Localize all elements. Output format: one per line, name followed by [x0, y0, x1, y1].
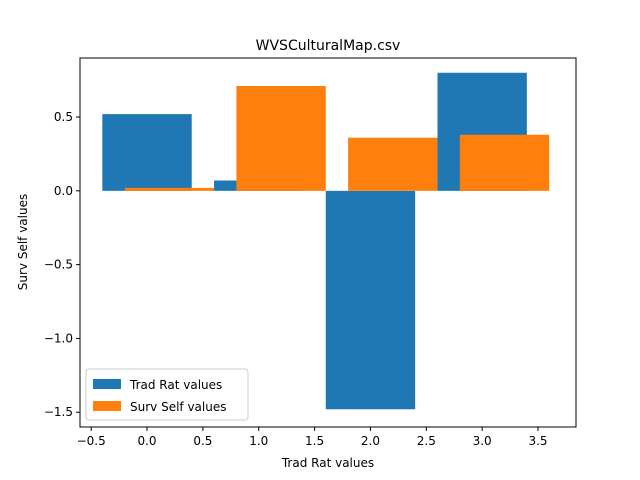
chart-title: WVSCulturalMap.csv	[256, 38, 401, 54]
x-tick-label: 0.0	[137, 434, 156, 448]
legend: Trad Rat values Surv Self values	[85, 368, 249, 421]
x-axis-label: Trad Rat values	[281, 456, 374, 470]
plot-frame	[79, 57, 577, 428]
bar	[124, 187, 215, 191]
x-tick-label: 0.5	[193, 434, 212, 448]
x-tick-label: 1.0	[249, 434, 268, 448]
legend-box	[85, 368, 249, 421]
y-tick-label: 0.5	[54, 110, 73, 124]
legend-swatch	[93, 379, 121, 389]
bar	[102, 114, 192, 191]
x-tick-label: 1.5	[305, 434, 324, 448]
x-tick-label: 2.5	[417, 434, 436, 448]
y-tick-label: −0.5	[44, 258, 73, 272]
y-axis-ticks: −1.5 −1.0 −0.5 0.0 0.5	[44, 110, 80, 419]
x-axis-ticks: −0.5 0.0 0.5 1.0 1.5 2.0 2.5 3.0 3.5	[77, 427, 548, 448]
y-axis-label: Surv Self values	[16, 194, 30, 290]
y-tick-label: −1.0	[44, 331, 73, 345]
bar	[236, 86, 326, 191]
legend-label: Surv Self values	[130, 400, 226, 414]
legend-label: Trad Rat values	[129, 378, 222, 392]
y-tick-label: 0.0	[54, 184, 73, 198]
bar	[459, 134, 550, 191]
x-tick-label: 3.5	[528, 434, 547, 448]
x-tick-label: 3.0	[473, 434, 492, 448]
x-tick-label: 2.0	[361, 434, 380, 448]
y-tick-label: −1.5	[44, 405, 73, 419]
bar	[325, 190, 416, 410]
bar	[348, 137, 438, 191]
bars-layer	[102, 72, 550, 410]
legend-swatch	[93, 401, 121, 411]
x-tick-label: −0.5	[77, 434, 106, 448]
